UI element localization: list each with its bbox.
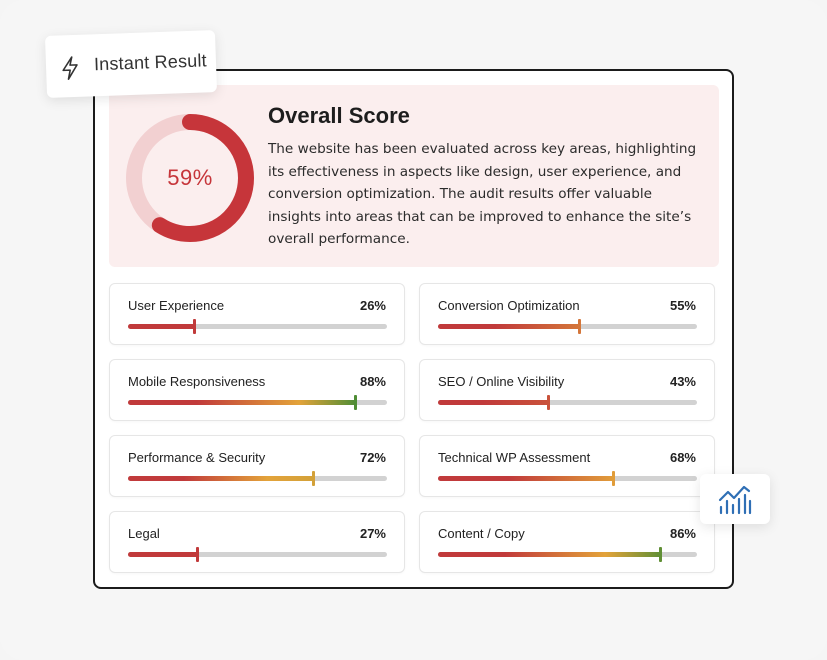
metric-progress-track (438, 395, 697, 410)
metric-progress-marker (547, 395, 550, 410)
metric-progress-fill (438, 400, 549, 405)
trending-chart-icon (718, 485, 752, 515)
metric-progress-marker (312, 471, 315, 486)
metric-card-legal: Legal 27% (109, 511, 405, 573)
metric-percent: 27% (359, 526, 386, 541)
overall-score-description: The website has been evaluated across ke… (268, 141, 697, 247)
metric-progress-marker (196, 547, 199, 562)
metric-progress-marker (659, 547, 662, 562)
metric-label: User Experience (128, 298, 225, 313)
overall-score-donut (126, 114, 254, 242)
metric-label: Content / Copy (438, 526, 525, 541)
metric-label: Mobile Responsiveness (128, 374, 266, 389)
metric-card-conversion-optimization: Conversion Optimization 55% (419, 283, 715, 345)
metric-card-content-copy: Content / Copy 86% (419, 511, 715, 573)
overall-score-title: Overall Score (268, 103, 410, 128)
lightning-icon (62, 56, 78, 80)
chart-badge (700, 474, 770, 524)
audit-report-window: 59% Overall Score The website has been e… (93, 69, 734, 589)
metric-card-mobile-responsiveness: Mobile Responsiveness 88% (109, 359, 405, 421)
metric-progress-track (438, 471, 697, 486)
metric-label: Legal (128, 526, 160, 541)
metric-progress-fill (438, 476, 614, 481)
metric-percent: 55% (669, 298, 696, 313)
metric-progress-track (128, 395, 387, 410)
metric-percent: 88% (359, 374, 386, 389)
metric-progress-fill (438, 552, 661, 557)
metric-percent: 86% (669, 526, 696, 541)
metric-progress-marker (354, 395, 357, 410)
metric-progress-fill (128, 476, 314, 481)
metric-progress-marker (612, 471, 615, 486)
metric-progress-fill (128, 552, 198, 557)
metric-percent: 26% (359, 298, 386, 313)
metric-progress-track (128, 471, 387, 486)
metric-progress-marker (193, 319, 196, 334)
metric-progress-track (438, 319, 697, 334)
metric-percent: 43% (669, 374, 696, 389)
metric-progress-track (438, 547, 697, 562)
metric-label: Performance & Security (128, 450, 266, 465)
metric-progress-track (128, 547, 387, 562)
metric-progress-marker (578, 319, 581, 334)
metric-label: Conversion Optimization (438, 298, 580, 313)
instant-result-badge: Instant Result (44, 30, 218, 98)
metric-card-performance-security: Performance & Security 72% (109, 435, 405, 497)
metric-progress-fill (128, 324, 195, 329)
metric-label: Technical WP Assessment (438, 450, 591, 465)
metric-progress-track (128, 319, 387, 334)
metric-percent: 72% (359, 450, 386, 465)
instant-result-label: Instant Result (93, 50, 208, 75)
metric-label: SEO / Online Visibility (438, 374, 565, 389)
overall-score-value: 59% (167, 165, 213, 190)
overall-score-panel: 59% Overall Score The website has been e… (109, 85, 719, 267)
metric-card-technical-wp-assessment: Technical WP Assessment 68% (419, 435, 715, 497)
metric-card-seo-online-visibility: SEO / Online Visibility 43% (419, 359, 715, 421)
metric-percent: 68% (669, 450, 696, 465)
metric-card-user-experience: User Experience 26% (109, 283, 405, 345)
metric-progress-fill (128, 400, 356, 405)
metric-progress-fill (438, 324, 580, 329)
